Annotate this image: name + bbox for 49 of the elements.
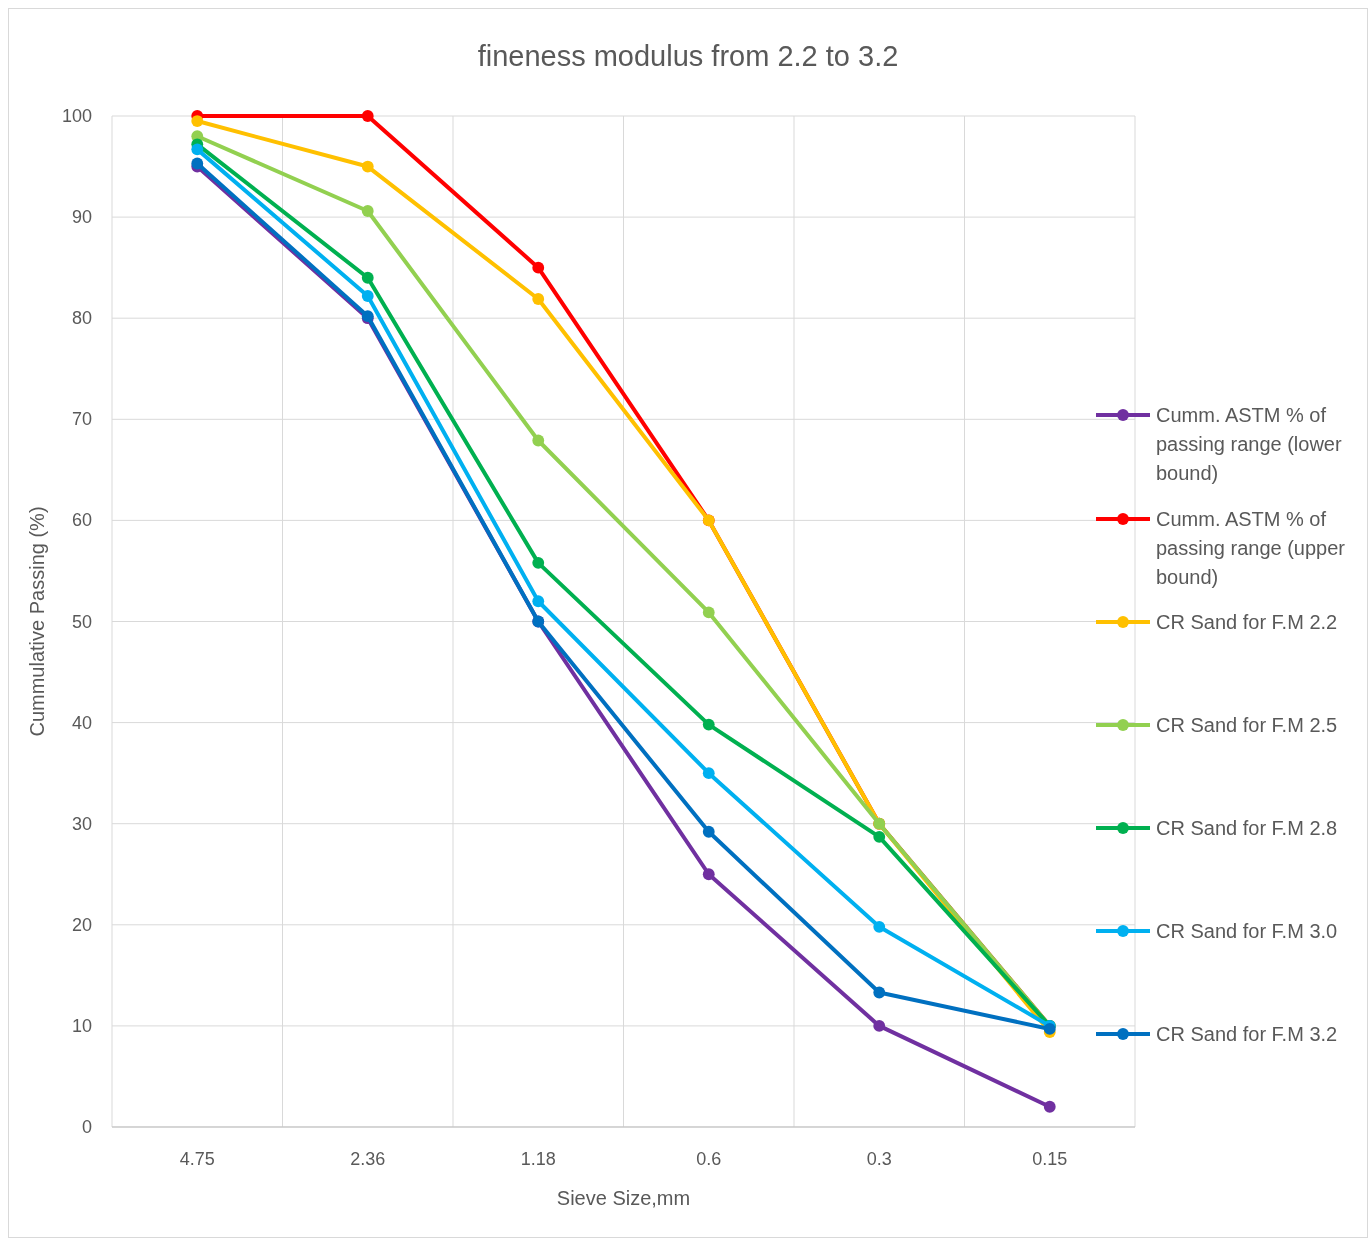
- y-tick-label: 20: [71, 914, 92, 935]
- y-tick-label: 100: [61, 106, 92, 126]
- point: [873, 986, 886, 999]
- y-tick-label: 10: [71, 1015, 92, 1036]
- point: [873, 920, 886, 933]
- point: [702, 767, 715, 780]
- y-axis-title: Cummulative Passing (%): [26, 506, 48, 737]
- point: [873, 830, 886, 843]
- legend-label: CR Sand for F.M 3.0: [1156, 920, 1338, 942]
- point: [361, 205, 374, 217]
- point: [361, 271, 374, 284]
- x-tick-label: 4.75: [179, 1149, 215, 1169]
- x-axis-title: Sieve Size,mm: [556, 1187, 691, 1209]
- x-tick-label: 0.3: [866, 1149, 892, 1169]
- y-tick-label: 80: [71, 308, 92, 329]
- point: [532, 293, 545, 305]
- legend-label: CR Sand for F.M 2.8: [1156, 817, 1338, 839]
- y-tick-label: 0: [81, 1117, 92, 1137]
- point: [361, 290, 374, 302]
- point: [532, 261, 545, 274]
- point: [191, 115, 204, 127]
- point: [702, 868, 715, 881]
- point: [361, 110, 374, 122]
- y-tick-label: 60: [71, 510, 92, 531]
- legend-label: CR Sand for F.M 2.2: [1156, 611, 1338, 633]
- point: [532, 556, 545, 569]
- x-tick-label: 0.6: [696, 1149, 722, 1169]
- legend-label: CR Sand for F.M 2.5: [1156, 714, 1338, 736]
- point: [873, 1019, 886, 1032]
- point: [532, 595, 545, 608]
- legend-label: CR Sand for F.M 3.2: [1156, 1023, 1338, 1045]
- y-tick-label: 30: [71, 813, 92, 834]
- y-tick-label: 90: [71, 207, 92, 228]
- point: [1043, 1100, 1056, 1113]
- point: [532, 434, 545, 447]
- x-tick-label: 0.15: [1032, 1149, 1068, 1169]
- y-tick-label: 70: [71, 409, 92, 430]
- point: [702, 606, 715, 619]
- x-tick-label: 2.36: [350, 1149, 386, 1169]
- point: [361, 160, 374, 173]
- point: [702, 718, 715, 731]
- x-tick-label: 1.18: [520, 1149, 556, 1169]
- legend-label: Cumm. ASTM % of passing range (lower bound): [1156, 404, 1342, 484]
- y-tick-label: 50: [71, 611, 92, 632]
- chart-title: fineness modulus from 2.2 to 3.2: [477, 40, 899, 72]
- point: [191, 143, 204, 156]
- legend-label: Cumm. ASTM % of passing range (upper bound): [1156, 508, 1346, 588]
- point: [702, 825, 715, 838]
- y-tick-label: 40: [71, 712, 92, 733]
